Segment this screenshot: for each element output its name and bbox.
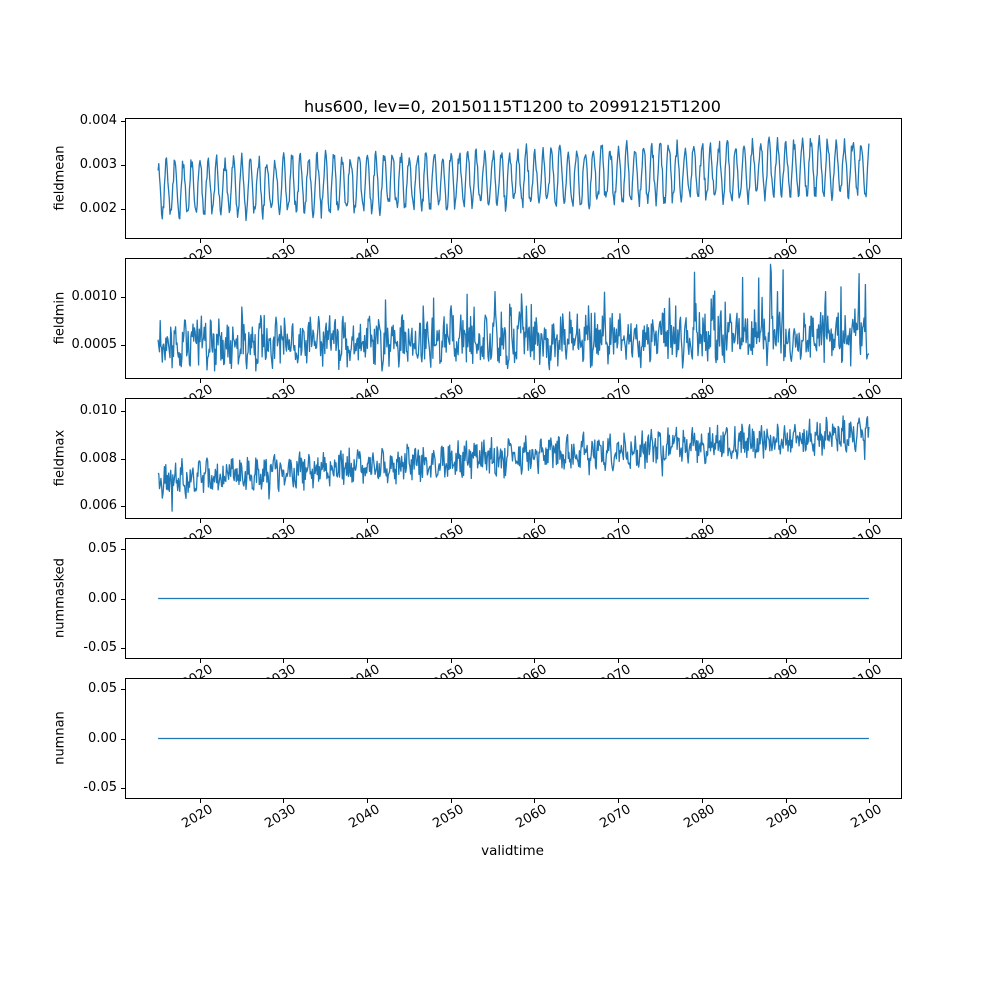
x-tick-mark: [701, 519, 703, 523]
x-tick-mark: [367, 239, 369, 243]
y-tick-mark: [121, 648, 125, 650]
y-tick-label-fieldmax: 0.006: [79, 498, 117, 514]
x-tick-mark: [367, 379, 369, 383]
x-tick-mark: [283, 799, 285, 803]
x-tick-mark: [701, 379, 703, 383]
plot-area-fieldmean: [157, 134, 870, 222]
y-tick-label-nummasked: 0.00: [88, 590, 117, 606]
x-tick-mark: [450, 379, 452, 383]
line-fieldmin: [157, 263, 870, 372]
x-tick-mark: [199, 519, 201, 523]
x-tick-mark: [534, 519, 536, 523]
y-tick-mark: [121, 121, 125, 123]
x-tick-mark: [450, 239, 452, 243]
x-tick-mark: [869, 379, 871, 383]
subplot-fieldmax: [125, 398, 902, 519]
y-tick-mark: [121, 344, 125, 346]
x-tick-label: 2060: [513, 802, 550, 832]
y-tick-label-fieldmin: 0.0010: [71, 289, 118, 305]
x-tick-mark: [785, 379, 787, 383]
y-tick-mark: [121, 598, 125, 600]
y-tick-mark: [121, 410, 125, 412]
y-tick-label-fieldmax: 0.008: [79, 450, 117, 466]
y-tick-mark: [121, 548, 125, 550]
x-tick-mark: [869, 659, 871, 663]
x-tick-mark: [367, 659, 369, 663]
x-tick-mark: [701, 799, 703, 803]
x-tick-mark: [618, 519, 620, 523]
y-tick-label-nummasked: -0.05: [83, 640, 117, 656]
x-tick-mark: [367, 519, 369, 523]
y-tick-mark: [121, 738, 125, 740]
x-tick-mark: [450, 659, 452, 663]
subplot-numnan: [125, 678, 902, 799]
x-tick-mark: [534, 239, 536, 243]
y-tick-label-numnan: -0.05: [83, 780, 117, 796]
x-tick-label: 2050: [430, 802, 467, 832]
x-tick-mark: [367, 799, 369, 803]
y-tick-label-fieldmean: 0.004: [79, 113, 117, 129]
x-tick-mark: [618, 379, 620, 383]
x-tick-label: 2040: [346, 802, 383, 832]
y-tick-label-fieldmean: 0.003: [79, 157, 117, 173]
y-tick-label-fieldmax: 0.010: [79, 402, 117, 418]
x-tick-label: 2030: [262, 802, 299, 832]
x-tick-mark: [283, 519, 285, 523]
x-tick-mark: [450, 799, 452, 803]
x-tick-label: 2080: [681, 802, 718, 832]
y-tick-label-fieldmean: 0.002: [79, 201, 117, 217]
x-tick-mark: [785, 659, 787, 663]
x-tick-mark: [869, 239, 871, 243]
x-tick-mark: [618, 799, 620, 803]
x-tick-mark: [701, 659, 703, 663]
y-tick-label-numnan: 0.05: [88, 680, 117, 696]
x-tick-mark: [534, 799, 536, 803]
y-tick-mark: [121, 209, 125, 211]
x-tick-mark: [283, 239, 285, 243]
x-tick-mark: [785, 519, 787, 523]
x-tick-mark: [785, 799, 787, 803]
x-tick-mark: [534, 379, 536, 383]
subplot-fieldmean: [125, 118, 902, 239]
y-tick-label-nummasked: 0.05: [88, 540, 117, 556]
x-tick-mark: [618, 239, 620, 243]
x-tick-mark: [785, 239, 787, 243]
x-tick-mark: [199, 659, 201, 663]
x-tick-label: 2070: [597, 802, 634, 832]
x-tick-mark: [199, 239, 201, 243]
x-tick-mark: [283, 659, 285, 663]
y-tick-label-fieldmin: 0.0005: [71, 336, 118, 352]
x-tick-mark: [618, 659, 620, 663]
x-tick-label: 2090: [764, 802, 802, 832]
x-tick-mark: [701, 239, 703, 243]
y-tick-mark: [121, 458, 125, 460]
x-tick-mark: [283, 379, 285, 383]
x-tick-mark: [869, 799, 871, 803]
line-fieldmax: [157, 415, 870, 512]
x-tick-mark: [869, 519, 871, 523]
x-tick-label: 2100: [848, 802, 885, 832]
y-tick-label-numnan: 0.00: [88, 730, 117, 746]
plot-area-fieldmax: [157, 415, 870, 512]
chart-title: hus600, lev=0, 20150115T1200 to 20991215…: [304, 97, 721, 116]
y-tick-mark: [121, 688, 125, 690]
subplot-fieldmin: [125, 258, 902, 379]
plot-area-numnan: [158, 737, 869, 740]
plot-area-nummasked: [158, 597, 869, 600]
plot-area-fieldmin: [157, 263, 870, 372]
x-tick-label: 2020: [178, 802, 216, 832]
y-tick-mark: [121, 506, 125, 508]
y-tick-mark: [121, 297, 125, 299]
x-tick-mark: [534, 659, 536, 663]
subplot-nummasked: [125, 538, 902, 659]
x-tick-mark: [199, 379, 201, 383]
x-tick-mark: [450, 519, 452, 523]
y-tick-mark: [121, 165, 125, 167]
x-axis-label: validtime: [481, 843, 544, 859]
y-tick-mark: [121, 788, 125, 790]
x-tick-mark: [199, 799, 201, 803]
line-fieldmean: [157, 134, 870, 222]
